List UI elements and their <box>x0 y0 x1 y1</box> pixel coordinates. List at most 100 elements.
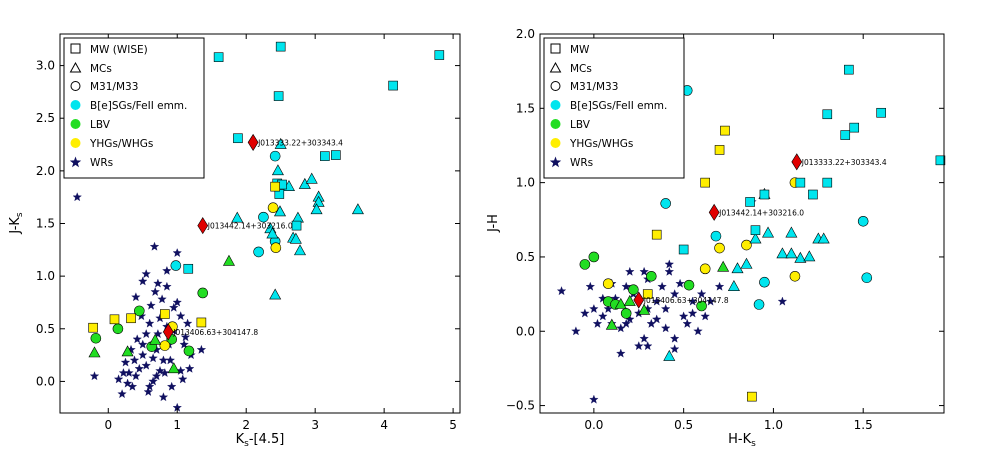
source-annotation: J013333.22+303343.4 <box>257 138 343 147</box>
legend-star-marker <box>549 156 562 168</box>
cyan-circle-point <box>861 272 873 284</box>
navy-star-point <box>148 376 158 386</box>
left-axis-ticks: 0 1 2 3 4 5 0.0 0.5 1.0 1.5 2.0 2.5 3.0 <box>36 34 460 432</box>
navy-star-point <box>669 344 680 354</box>
source-annotation: J013442.14+303216.0 <box>207 222 293 231</box>
navy-star-point <box>589 394 599 404</box>
cyan-triangle-point <box>794 251 807 263</box>
green-triangle-point <box>638 303 651 315</box>
legend-cyan-dot <box>70 100 81 110</box>
yellow-square-point <box>196 317 207 328</box>
green-triangle-point <box>149 333 162 345</box>
right-legend-box <box>543 37 685 179</box>
cyan-triangle-point <box>351 203 364 215</box>
navy-star-point <box>165 355 175 365</box>
y-tick-label: 3.0 <box>36 59 55 73</box>
x-tick-label: 5 <box>449 418 457 432</box>
navy-star-point <box>571 326 581 336</box>
yellow-square-point <box>642 289 653 299</box>
cyan-square-point <box>388 80 398 91</box>
cyan-square-point <box>935 155 946 166</box>
cyan-triangle-point <box>274 137 287 149</box>
legend-square-marker <box>70 43 81 54</box>
x-tick-label: 2 <box>242 418 250 432</box>
navy-star-point <box>621 281 631 291</box>
navy-star-point <box>589 304 599 313</box>
yellow-square-point <box>747 391 757 402</box>
cyan-square-point <box>876 107 886 118</box>
cyan-triangle-point <box>776 247 789 259</box>
cyan-triangle-point <box>271 164 284 176</box>
cyan-square-point <box>795 177 806 188</box>
legend-label-mw: MW (WISE) <box>90 44 148 56</box>
green-circle-point <box>197 287 209 299</box>
cyan-square-point <box>822 177 833 188</box>
legend-label-lbv: LBV <box>570 119 591 131</box>
legend-circle-marker <box>550 81 561 91</box>
yellow-circle-point <box>741 239 752 251</box>
legend-green-dot <box>550 119 561 129</box>
navy-star-point <box>687 308 698 318</box>
navy-star-point <box>118 368 129 377</box>
x-tick-label: 1.5 <box>854 418 873 432</box>
cyan-circle-point <box>759 276 770 288</box>
left-legend-box <box>63 37 205 179</box>
yellow-circle-point <box>789 270 801 282</box>
red-diamond-point <box>162 323 174 341</box>
yellow-square-point <box>714 145 725 155</box>
navy-star-point <box>592 318 603 328</box>
x-tick-label: 0.5 <box>674 418 693 432</box>
navy-star-point <box>151 371 162 381</box>
navy-star-point <box>621 318 631 328</box>
cyan-circle-point <box>753 299 765 310</box>
legend-triangle-marker <box>69 61 82 73</box>
red-diamond-point <box>633 291 645 309</box>
yellow-circle-point <box>267 202 279 214</box>
green-circle-point <box>696 300 707 312</box>
navy-star-point <box>693 326 703 336</box>
cyan-circle-point <box>660 198 671 209</box>
legend-label-mcs: MCs <box>90 63 112 75</box>
navy-star-point <box>145 381 155 391</box>
yellow-circle-point <box>270 242 282 254</box>
navy-star-point <box>179 339 189 349</box>
left-y-axis-label: J-Ks <box>8 212 25 235</box>
cyan-square-point <box>750 225 761 235</box>
navy-star-point <box>162 265 172 275</box>
legend-yellow-dot <box>70 138 81 148</box>
navy-star-point <box>646 318 657 328</box>
y-tick-label: −0.5 <box>506 399 535 413</box>
y-tick-label: 0.5 <box>36 322 55 336</box>
cyan-triangle-point <box>305 172 318 184</box>
y-tick-label: 0.0 <box>516 324 535 338</box>
yellow-square-point <box>160 309 170 319</box>
navy-star-point <box>162 281 172 291</box>
navy-star-point <box>138 276 148 286</box>
green-circle-point <box>646 270 657 282</box>
navy-star-point <box>639 333 649 343</box>
cyan-triangle-point <box>231 211 244 223</box>
navy-star-point <box>120 357 131 367</box>
cyan-square-point <box>233 133 243 144</box>
legend-label-besgs: B[e]SGs/FeII emm. <box>90 100 187 112</box>
navy-star-point <box>122 378 133 388</box>
navy-star-point <box>777 296 788 306</box>
y-tick-label: 1.5 <box>36 217 55 231</box>
cyan-square-point <box>183 263 194 274</box>
navy-star-point <box>158 392 169 402</box>
cyan-triangle-point <box>663 349 676 361</box>
green-triangle-point <box>121 345 134 357</box>
y-tick-label: 1.0 <box>36 269 55 283</box>
y-tick-label: 2.0 <box>516 27 535 41</box>
navy-star-point <box>175 311 186 321</box>
navy-star-point <box>196 344 207 354</box>
navy-star-point <box>150 286 160 296</box>
navy-star-point <box>182 318 193 328</box>
green-circle-point <box>183 345 195 357</box>
cyan-square-point <box>291 220 302 231</box>
yellow-square-point <box>270 181 280 192</box>
red-diamond-point <box>708 203 720 221</box>
green-circle-point <box>112 323 124 335</box>
y-tick-label: 1.0 <box>516 176 535 190</box>
cyan-circle-point <box>170 260 182 271</box>
